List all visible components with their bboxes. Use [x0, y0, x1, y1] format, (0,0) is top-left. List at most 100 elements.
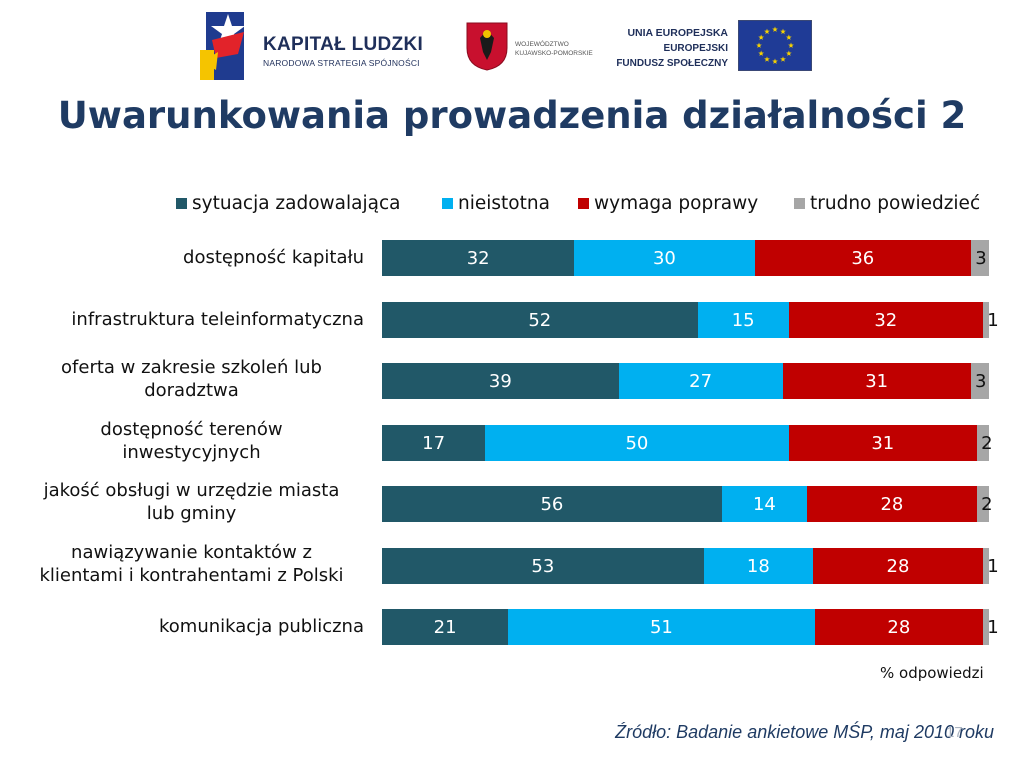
bar-segment	[813, 548, 983, 584]
bar-segment	[976, 425, 989, 461]
bar-value-label: 17	[422, 433, 446, 454]
eu-star-icon	[786, 50, 792, 56]
eu-star-icon	[786, 34, 792, 40]
bar-value-label: 53	[531, 556, 555, 577]
bar-segment	[574, 240, 755, 276]
logo-bar: KAPITAŁ LUDZKI NARODOWA STRATEGIA SPÓJNO…	[0, 0, 1024, 92]
eu-star-icon	[772, 26, 778, 32]
wojewodztwo-text: WOJEWÓDZTWO KUJAWSKO-POMORSKIE	[515, 40, 593, 58]
bar-segment	[721, 486, 807, 522]
bar-value-label: 28	[886, 556, 910, 577]
bar-value-label: 15	[731, 310, 755, 331]
legend-swatch	[578, 198, 589, 209]
unia-line1: UNIA EUROPEJSKA	[627, 27, 728, 39]
bar-segment	[697, 302, 789, 338]
bar-value-label: 18	[746, 556, 770, 577]
bar-value-label: 36	[851, 248, 875, 269]
kapital-ludzki-star-icon	[200, 12, 245, 80]
bar-segment	[618, 363, 783, 399]
kapital-ludzki-text: KAPITAŁ LUDZKI NARODOWA STRATEGIA SPÓJNO…	[263, 34, 423, 68]
eu-star-icon	[780, 28, 786, 35]
coat-of-arms-icon	[466, 22, 508, 71]
legend-label: sytuacja zadowalająca	[192, 193, 401, 214]
eu-star-icon	[758, 50, 764, 56]
category-label-line: lub gminy	[146, 503, 237, 524]
category-label-line: klientami i kontrahentami z Polski	[39, 565, 344, 586]
legend-label: nieistotna	[458, 193, 550, 214]
bar-value-label: 32	[874, 310, 898, 331]
bar-segment	[814, 609, 983, 645]
eu-flag-icon	[737, 19, 813, 72]
bar-value-label: 28	[887, 617, 911, 638]
bar-value-label: 56	[540, 494, 564, 515]
bar-value-label: 31	[865, 371, 889, 392]
category-label-line: jakość obsługi w urzędzie miasta	[43, 480, 340, 501]
source-note: Źródło: Badanie ankietowe MŚP, maj 2010 …	[615, 722, 994, 742]
bar-value-label: 27	[689, 371, 713, 392]
bar-value-label: 2	[981, 494, 993, 515]
bar-value-label: 1	[987, 617, 999, 638]
legend-swatch	[794, 198, 805, 209]
legend-item: nieistotna	[442, 193, 550, 214]
bar-segment	[976, 486, 989, 522]
bar-value-label: 21	[433, 617, 457, 638]
bar-value-label: 1	[987, 310, 999, 331]
category-label-line: oferta w zakresie szkoleń lub	[61, 357, 322, 378]
bar-value-label: 14	[752, 494, 776, 515]
eu-flag-logo	[737, 19, 813, 72]
bar-segment	[703, 548, 813, 584]
bar-segment	[971, 240, 989, 276]
bar-segment	[382, 548, 704, 584]
kapital-ludzki-logo	[198, 10, 260, 82]
eu-star-icon	[764, 28, 770, 35]
bar-segment	[982, 302, 989, 338]
bar-value-label: 3	[975, 248, 987, 269]
bar-segment	[754, 240, 971, 276]
bar-segment	[382, 240, 575, 276]
bar-value-label: 2	[981, 433, 993, 454]
unit-label: % odpowiedzi	[880, 664, 984, 682]
bar-segment	[970, 363, 989, 399]
bar-value-label: 32	[466, 248, 490, 269]
bar-segment	[382, 302, 698, 338]
wojewodztwo-line1: WOJEWÓDZTWO	[515, 41, 569, 48]
bar-segment	[788, 302, 983, 338]
unia-text: UNIA EUROPEJSKA EUROPEJSKI FUNDUSZ SPOŁE…	[600, 26, 728, 71]
category-label-line: dostępność terenów	[100, 419, 283, 440]
kapital-ludzki-title: KAPITAŁ LUDZKI	[263, 34, 424, 55]
eu-star-icon	[758, 34, 764, 40]
bar-segment	[508, 609, 815, 645]
page-title: Uwarunkowania prowadzenia działalności 2	[57, 94, 967, 137]
legend-swatch	[442, 198, 453, 209]
category-label: jakość obsługi w urzędzie miasta lub gmin…	[19, 479, 364, 525]
category-label: oferta w zakresie szkoleń lub doradztwa	[19, 356, 364, 402]
eu-star-icon	[756, 42, 762, 48]
wojewodztwo-logo	[464, 20, 510, 72]
category-label: dostępność terenów inwestycyjnych	[19, 418, 364, 464]
category-label-line: infrastruktura teleinformatyczna	[71, 309, 364, 330]
legend-swatch	[176, 198, 187, 209]
legend-item: wymaga poprawy	[578, 193, 758, 214]
bar-segment	[382, 425, 486, 461]
category-label-line: doradztwa	[144, 380, 239, 401]
bar-segment	[485, 425, 789, 461]
bar-segment	[382, 486, 722, 522]
legend-label: trudno powiedzieć	[810, 193, 981, 214]
category-label-line: dostępność kapitału	[183, 247, 364, 268]
eu-star-icon	[788, 42, 794, 48]
category-label: komunikacja publiczna	[19, 615, 364, 638]
category-label-line: inwestycyjnych	[122, 442, 261, 463]
legend-label: wymaga poprawy	[594, 193, 759, 214]
legend-item: sytuacja zadowalająca	[176, 193, 400, 214]
bar-value-label: 30	[652, 248, 676, 269]
bar-value-label: 31	[871, 433, 895, 454]
bar-segment	[788, 425, 977, 461]
bar-value-label: 50	[625, 433, 649, 454]
legend-item: trudno powiedzieć	[794, 193, 980, 214]
bar-segment	[782, 363, 971, 399]
category-label: dostępność kapitału	[19, 246, 364, 269]
category-label: infrastruktura teleinformatyczna	[19, 308, 364, 331]
category-label-line: nawiązywanie kontaktów z	[71, 542, 312, 563]
bar-segment	[382, 363, 619, 399]
kapital-ludzki-subtitle: NARODOWA STRATEGIA SPÓJNOŚCI	[263, 58, 420, 68]
